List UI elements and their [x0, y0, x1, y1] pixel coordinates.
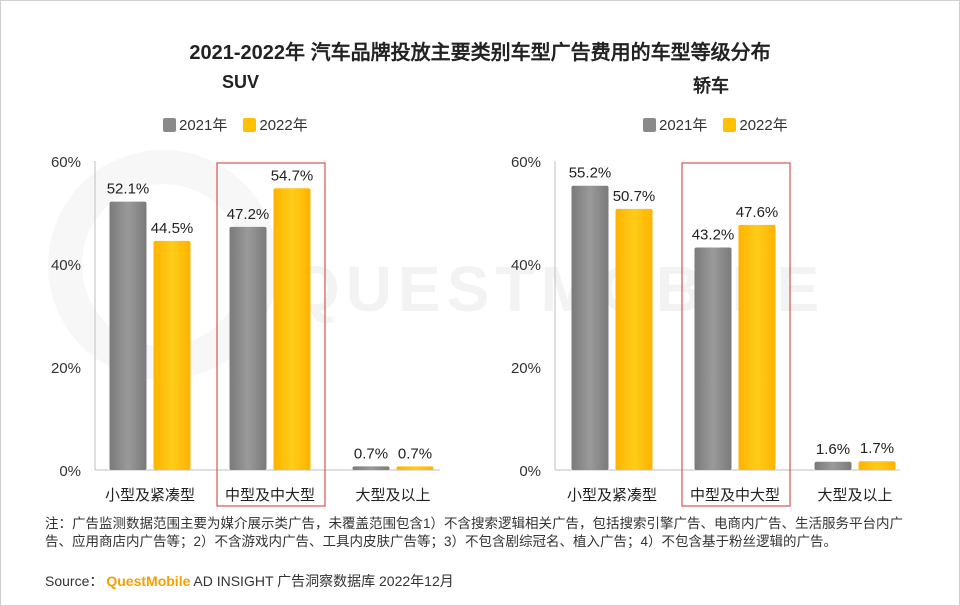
- bar: [615, 208, 653, 470]
- y-tick-label: 0%: [519, 463, 541, 480]
- legend-swatch-2022: [243, 117, 257, 132]
- bar: [273, 188, 311, 471]
- category-label: 大型及以上: [817, 487, 892, 504]
- legend-swatch-2021: [163, 117, 176, 132]
- legend-item-2021: 2021年: [163, 114, 227, 135]
- page-title: 2021-2022年 汽车品牌投放主要类别车型广告费用的车型等级分布: [189, 42, 771, 64]
- data-label: 0.7%: [398, 445, 432, 462]
- bar: [352, 466, 390, 470]
- y-tick-label: 40%: [511, 257, 541, 274]
- legend-item-2021: 2021年: [643, 114, 707, 135]
- legend-label-2022: 2022年: [259, 117, 308, 134]
- legend-item-2022: 2022年: [723, 114, 788, 135]
- legend-swatch-2021: [643, 117, 656, 132]
- highlight-box: [681, 162, 791, 507]
- category-label: 大型及以上: [355, 487, 430, 504]
- highlight-box: [216, 162, 326, 507]
- data-label: 52.1%: [107, 181, 150, 198]
- data-label: 47.2%: [227, 206, 270, 223]
- data-label: 47.6%: [736, 204, 779, 221]
- source-line: Source： QuestMobile AD INSIGHT 广告洞察数据库 2…: [45, 571, 454, 591]
- y-tick-label: 40%: [51, 257, 81, 274]
- bar: [738, 224, 776, 470]
- category-label: 中型及中大型: [225, 487, 315, 504]
- data-label: 1.6%: [816, 441, 850, 458]
- bar: [153, 240, 191, 470]
- source-label: Source：: [45, 573, 104, 589]
- category-label: 小型及紧凑型: [567, 487, 657, 504]
- y-tick-label: 20%: [51, 360, 81, 377]
- bar: [694, 247, 732, 470]
- data-label: 0.7%: [354, 445, 388, 462]
- bar: [814, 461, 852, 470]
- legend-swatch-2022: [723, 117, 737, 132]
- y-tick-label: 0%: [59, 463, 81, 480]
- chart-title-sedan: 轿车: [693, 76, 729, 96]
- legend-label-2021: 2021年: [659, 117, 708, 134]
- legend-label-2022: 2022年: [739, 117, 788, 134]
- bar: [858, 461, 896, 470]
- data-label: 43.2%: [692, 227, 735, 244]
- data-label: 54.7%: [271, 167, 314, 184]
- bar: [229, 226, 267, 470]
- data-label: 1.7%: [860, 440, 894, 457]
- bar: [571, 185, 609, 470]
- footnote: 注：广告监测数据范围主要为媒介展示类广告，未覆盖范围包含1）不含搜索逻辑相关广告…: [45, 516, 904, 549]
- data-label: 55.2%: [569, 165, 612, 182]
- brand-logo: QuestMobile: [106, 573, 191, 589]
- y-tick-label: 60%: [511, 154, 541, 171]
- data-label: 44.5%: [151, 220, 194, 237]
- legend-label-2021: 2021年: [179, 117, 228, 134]
- chart-title-suv: SUV: [222, 72, 260, 92]
- bar: [396, 466, 434, 470]
- y-tick-label: 60%: [51, 154, 81, 171]
- category-label: 中型及中大型: [690, 487, 780, 504]
- bar: [109, 201, 147, 470]
- source-text: AD INSIGHT 广告洞察数据库 2022年12月: [193, 573, 454, 589]
- y-tick-label: 20%: [511, 360, 541, 377]
- legend-item-2022: 2022年: [243, 114, 308, 135]
- legend-sedan: 2021年 2022年: [643, 114, 804, 135]
- category-label: 小型及紧凑型: [105, 487, 195, 504]
- legend-suv: 2021年 2022年: [163, 114, 324, 135]
- data-label: 50.7%: [613, 188, 656, 205]
